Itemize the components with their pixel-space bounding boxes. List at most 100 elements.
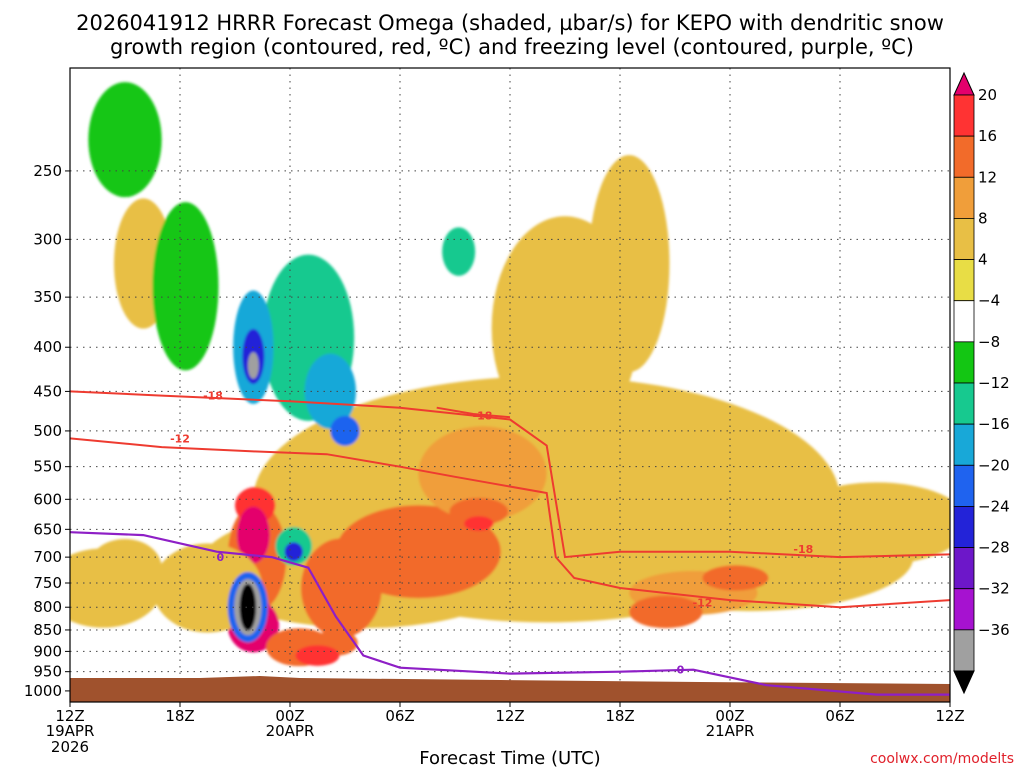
dendritic-contour-label-0: -18	[203, 390, 223, 403]
x-tick-label-48: 12Z	[935, 707, 964, 725]
dendritic-contour-label-2: -18	[473, 410, 493, 423]
colorbar-swatch-13	[953, 588, 975, 631]
omega-cell-24	[88, 82, 162, 198]
colorbar-top-arrow	[953, 71, 975, 96]
x-tick-label-0: 12Z	[55, 707, 84, 725]
colorbar-label-7: −12	[978, 374, 1010, 392]
colorbar-label-3: 8	[978, 209, 988, 227]
x-tick-label-6: 18Z	[165, 707, 194, 725]
plot-area: -18 -18 -12 -12 -18 0 0	[70, 68, 950, 702]
colorbar: 20 16 12 8 4 −4 −8 −12 −16 −20 −24 −28 −32 −36	[953, 71, 1010, 695]
x-tick-label-12: 00Z	[275, 707, 304, 725]
colorbar-swatch-2	[953, 135, 975, 178]
y-tick-label-1000: 1000	[24, 682, 62, 700]
x-tick-label-42: 06Z	[825, 707, 854, 725]
y-tick-label-800: 800	[33, 598, 62, 616]
omega-cell-28	[330, 415, 360, 446]
y-tick-label-700: 700	[33, 548, 62, 566]
colorbar-label-13: −36	[978, 621, 1010, 639]
y-tick-label-850: 850	[33, 621, 62, 639]
x-tick-year-0: 2026	[51, 738, 89, 756]
dendritic-contour-0	[70, 390, 950, 559]
colorbar-swatch-3	[953, 176, 975, 219]
omega-cell-37	[442, 227, 476, 276]
x-tick-date-36: 21APR	[706, 722, 755, 740]
colorbar-label-8: −16	[978, 415, 1010, 433]
y-tick-label-450: 450	[33, 382, 62, 400]
y-tick-label-400: 400	[33, 338, 62, 356]
colorbar-swatch-11	[953, 506, 975, 548]
omega-cell-31	[247, 352, 259, 379]
freezing-level-contour	[70, 531, 950, 696]
omega-cell-33	[284, 542, 303, 562]
colorbar-label-5: −4	[978, 292, 1000, 310]
x-tick-label-24: 12Z	[495, 707, 524, 725]
colorbar-label-2: 12	[978, 168, 997, 186]
omega-cell-13	[702, 565, 769, 591]
chart-title-line1: 2026041912 HRRR Forecast Omega (shaded, …	[76, 11, 944, 35]
y-tick-label-550: 550	[33, 458, 62, 476]
omega-cell-3	[785, 482, 950, 565]
colorbar-swatch-10	[953, 464, 975, 507]
freezing-level-label: 0	[217, 551, 225, 564]
colorbar-label-1: 16	[978, 127, 997, 145]
colorbar-swatch-4	[953, 218, 975, 260]
x-tick-label-36: 00Z	[715, 707, 744, 725]
omega-cell-25	[152, 202, 219, 371]
colorbar-swatch-7	[953, 341, 975, 384]
x-axis-label: Forecast Time (UTC)	[419, 748, 600, 768]
y-tick-label-900: 900	[33, 642, 62, 660]
omega-cell-39	[620, 440, 730, 520]
colorbar-label-11: −28	[978, 539, 1010, 557]
omega-cell-22	[295, 645, 340, 666]
omega-cell-38	[88, 538, 162, 597]
y-tick-label-250: 250	[33, 162, 62, 180]
dendritic-contour-label-1: -12	[170, 432, 190, 445]
colorbar-swatch-5	[953, 259, 975, 302]
colorbar-label-4: 4	[978, 251, 988, 269]
y-tick-label-350: 350	[33, 288, 62, 306]
omega-cell-11	[464, 516, 494, 531]
omega-cell-10	[449, 497, 509, 526]
chart-title-line2: growth region (contoured, red, ºC) and f…	[110, 35, 914, 59]
dendritic-contour-label-b-0: -18	[793, 543, 813, 556]
colorbar-label-0: 20	[978, 86, 997, 104]
freezing-level-label-b: 0	[677, 664, 685, 677]
omega-cell-5	[588, 155, 670, 372]
colorbar-bottom-arrow	[953, 670, 975, 695]
y-tick-label-300: 300	[33, 230, 62, 248]
colorbar-swatch-12	[953, 547, 975, 590]
x-tick-label-18: 06Z	[385, 707, 414, 725]
dendritic-contour-label-b-1: -12	[693, 596, 713, 609]
dendritic-contour-1	[70, 437, 950, 609]
omega-cell-9	[418, 426, 547, 521]
x-tick-label-30: 18Z	[605, 707, 634, 725]
colorbar-swatch-1	[953, 94, 975, 137]
omega-cell-36	[239, 583, 257, 631]
omega-cell-14	[629, 595, 703, 629]
dendritic-contour-2	[436, 406, 511, 419]
colorbar-label-9: −20	[978, 456, 1010, 474]
terrain-ground	[70, 676, 950, 702]
colorbar-swatch-9	[953, 423, 975, 466]
omega-cell-19	[236, 506, 270, 564]
colorbar-swatch-14	[953, 629, 975, 672]
x-tick-date-0: 19APR	[46, 722, 95, 740]
y-tick-label-950: 950	[33, 663, 62, 681]
credit-text: coolwx.com/modelts	[870, 751, 1014, 767]
omega-cell-15	[301, 538, 382, 638]
colorbar-swatch-6	[953, 300, 975, 343]
colorbar-label-10: −24	[978, 497, 1010, 515]
y-tick-label-600: 600	[33, 490, 62, 508]
colorbar-label-12: −32	[978, 580, 1010, 598]
colorbar-label-6: −8	[978, 333, 1000, 351]
contour-lines: -18 -18 -12 -12 -18 0 0	[70, 390, 950, 696]
y-tick-label-650: 650	[33, 520, 62, 538]
y-tick-label-500: 500	[33, 422, 62, 440]
y-axis: 250 300 350 400 450 500 550 600 650 700 750 800 850 9…	[24, 162, 70, 700]
y-tick-label-750: 750	[33, 574, 62, 592]
x-tick-date-12: 20APR	[266, 722, 315, 740]
colorbar-swatch-8	[953, 382, 975, 425]
